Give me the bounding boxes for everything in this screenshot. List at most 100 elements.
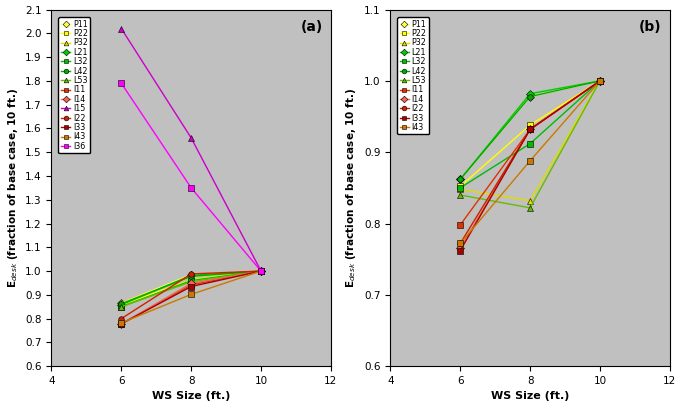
I33	[596, 79, 604, 83]
Y-axis label: E$_{desk}$ (fraction of base case, 10 ft.): E$_{desk}$ (fraction of base case, 10 ft…	[5, 88, 20, 288]
I36	[117, 81, 125, 86]
I43	[456, 241, 464, 246]
Line: L53: L53	[119, 268, 264, 309]
Line: L53: L53	[458, 78, 603, 210]
I33	[117, 322, 125, 326]
P11	[596, 79, 604, 83]
I22	[456, 241, 464, 246]
I15	[117, 26, 125, 31]
Line: L32: L32	[458, 78, 603, 190]
I11	[257, 269, 265, 274]
Line: P11: P11	[458, 78, 603, 182]
I14	[257, 269, 265, 274]
L21	[526, 91, 534, 96]
Line: P11: P11	[119, 268, 264, 306]
Text: (a): (a)	[300, 20, 323, 34]
P32	[187, 275, 195, 280]
Text: (b): (b)	[639, 20, 662, 34]
P32	[257, 269, 265, 274]
I14	[456, 246, 464, 251]
L42	[257, 269, 265, 274]
Y-axis label: E$_{desk}$ (fraction of base case, 10 ft.): E$_{desk}$ (fraction of base case, 10 ft…	[344, 88, 359, 288]
I11	[526, 127, 534, 132]
Line: P32: P32	[119, 268, 264, 306]
P22	[257, 269, 265, 274]
L53	[257, 269, 265, 274]
I33	[257, 269, 265, 274]
P22	[456, 184, 464, 189]
I11	[117, 322, 125, 326]
L53	[526, 206, 534, 210]
Line: L21: L21	[119, 268, 264, 308]
Line: P32: P32	[458, 78, 603, 204]
Line: I36: I36	[119, 81, 264, 274]
L32	[257, 269, 265, 274]
P22	[117, 302, 125, 307]
Line: P22: P22	[119, 268, 264, 308]
I14	[187, 281, 195, 286]
I14	[117, 322, 125, 326]
Legend: P11, P22, P32, L21, L32, L42, L53, I11, I14, I15, I22, I33, I43, I36: P11, P22, P32, L21, L32, L42, L53, I11, …	[58, 17, 90, 153]
L53	[117, 304, 125, 309]
P32	[117, 301, 125, 306]
P11	[117, 301, 125, 306]
P32	[456, 187, 464, 192]
P32	[596, 79, 604, 83]
I11	[456, 223, 464, 228]
L32	[187, 278, 195, 283]
L53	[187, 279, 195, 284]
Line: I33: I33	[119, 268, 264, 327]
I22	[526, 127, 534, 132]
I15	[187, 136, 195, 140]
Line: L21: L21	[458, 78, 603, 182]
Line: I14: I14	[458, 78, 603, 251]
I22	[117, 316, 125, 321]
Line: I11: I11	[458, 78, 603, 228]
I36	[257, 269, 265, 274]
Line: L42: L42	[458, 78, 603, 182]
P22	[187, 278, 195, 282]
L21	[596, 79, 604, 83]
I14	[526, 127, 534, 132]
L42	[187, 274, 195, 279]
P11	[526, 94, 534, 99]
L32	[596, 79, 604, 83]
I36	[187, 186, 195, 190]
L42	[596, 79, 604, 83]
Line: I43: I43	[458, 78, 603, 246]
Line: I22: I22	[119, 268, 264, 322]
L32	[117, 304, 125, 309]
I33	[456, 248, 464, 253]
Line: I14: I14	[119, 268, 264, 327]
P22	[526, 123, 534, 127]
I22	[596, 79, 604, 83]
I43	[257, 269, 265, 274]
I11	[187, 282, 195, 287]
L32	[456, 186, 464, 190]
I43	[117, 320, 125, 325]
P11	[456, 177, 464, 182]
L42	[117, 302, 125, 306]
X-axis label: WS Size (ft.): WS Size (ft.)	[152, 392, 231, 401]
I22	[257, 269, 265, 274]
L21	[117, 302, 125, 307]
P22	[596, 79, 604, 83]
I43	[596, 79, 604, 83]
L21	[187, 273, 195, 278]
P11	[187, 272, 195, 277]
I43	[526, 158, 534, 163]
Line: I43: I43	[119, 268, 264, 326]
P11	[257, 269, 265, 274]
I15	[257, 269, 265, 274]
X-axis label: WS Size (ft.): WS Size (ft.)	[491, 392, 569, 401]
Line: I15: I15	[119, 26, 264, 274]
Line: I33: I33	[458, 78, 603, 254]
L42	[456, 177, 464, 182]
Legend: P11, P22, P32, L21, L32, L42, L53, I11, I14, I22, I33, I43: P11, P22, P32, L21, L32, L42, L53, I11, …	[397, 17, 429, 134]
Line: I11: I11	[119, 268, 264, 327]
L32	[526, 141, 534, 146]
Line: I22: I22	[458, 78, 603, 246]
I33	[526, 127, 534, 132]
Line: P22: P22	[458, 78, 603, 189]
L42	[526, 94, 534, 99]
